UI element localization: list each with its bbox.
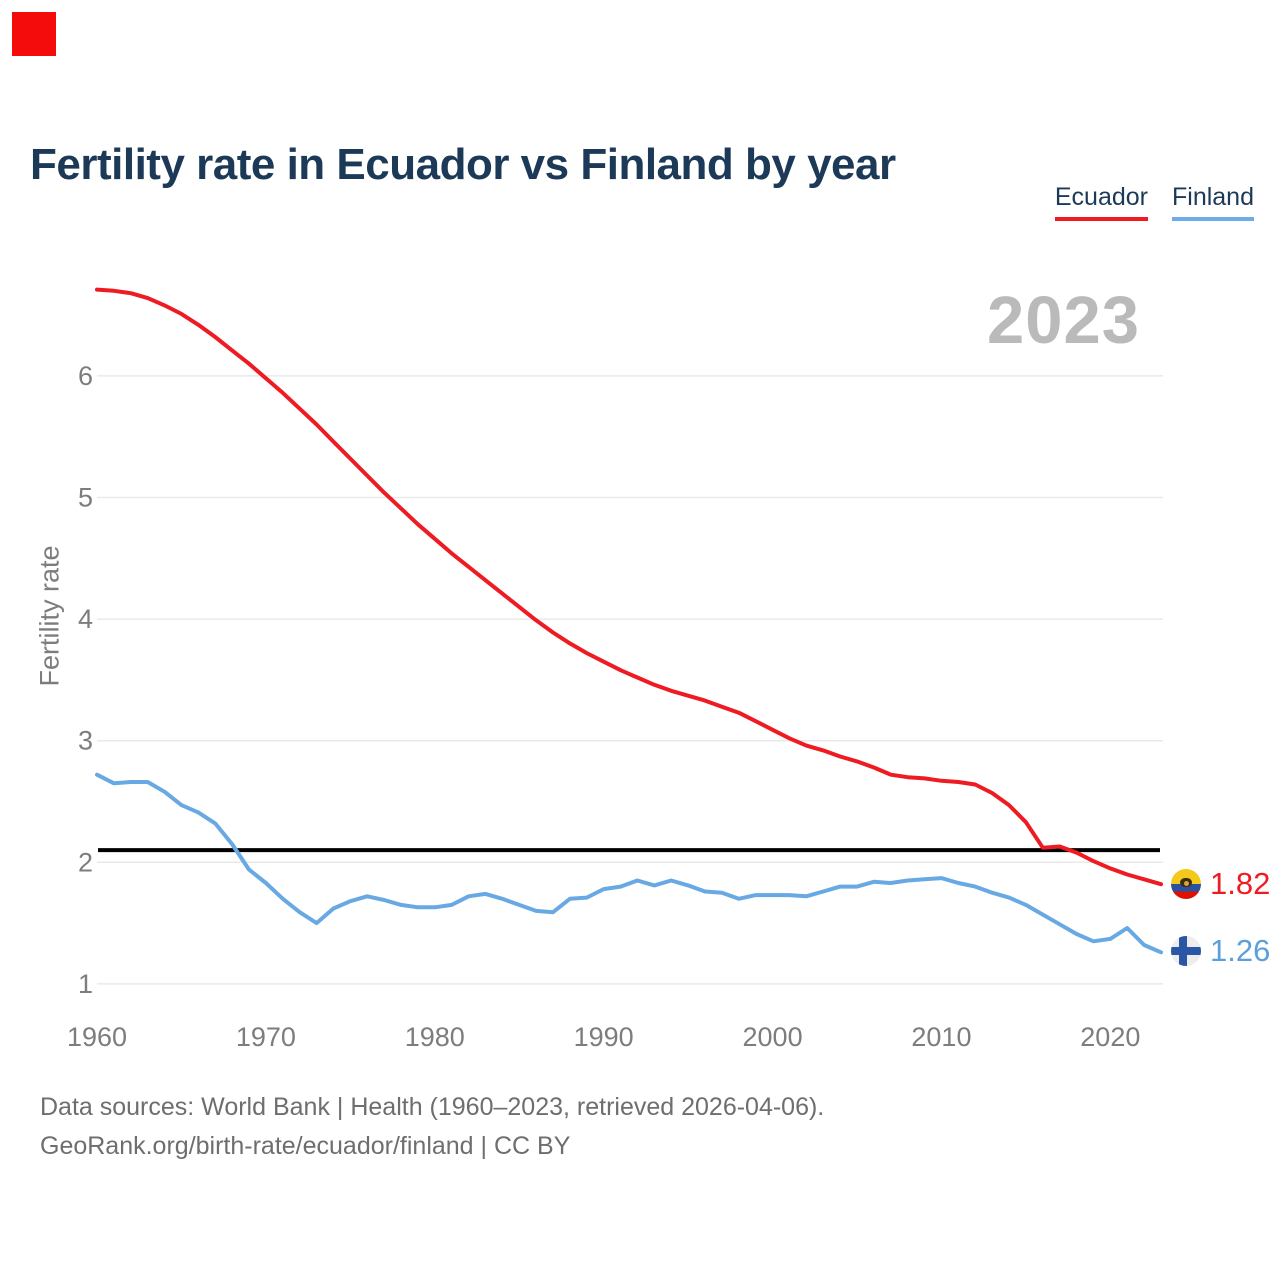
page-title: Fertility rate in Ecuador vs Finland by … <box>30 140 896 189</box>
x-tick-label: 1970 <box>236 1022 296 1052</box>
x-tick-label: 1960 <box>67 1022 127 1052</box>
x-tick-label: 2010 <box>911 1022 971 1052</box>
x-tick-label: 2020 <box>1080 1022 1140 1052</box>
y-tick-label: 4 <box>78 604 93 634</box>
y-tick-label: 5 <box>78 483 93 513</box>
x-tick-label: 1980 <box>405 1022 465 1052</box>
x-tick-label: 2000 <box>743 1022 803 1052</box>
series-line-finland <box>95 772 1163 955</box>
y-tick-label: 6 <box>78 361 93 391</box>
y-tick-label: 3 <box>78 726 93 756</box>
y-tick-label: 2 <box>78 847 93 877</box>
finland-last-value: 1.26 <box>1210 933 1271 968</box>
end-label-finland: 1.26 <box>1171 933 1270 969</box>
y-tick-label: 1 <box>78 969 93 999</box>
recording-indicator <box>12 12 56 56</box>
watermark-year: 2023 <box>986 283 1140 358</box>
series-line-ecuador <box>95 287 1163 887</box>
ecuador-flag-icon <box>1171 869 1201 899</box>
legend: Ecuador Finland <box>1054 183 1254 221</box>
footer: Data sources: World Bank | Health (1960–… <box>40 1088 824 1166</box>
footer-attribution: GeoRank.org/birth-rate/ecuador/finland |… <box>40 1132 571 1160</box>
finland-flag-icon <box>1171 936 1201 966</box>
ecuador-last-value: 1.82 <box>1210 866 1271 901</box>
legend-item-finland[interactable]: Finland <box>1172 183 1254 221</box>
end-label-ecuador: 1.82 <box>1171 866 1270 902</box>
footer-data-sources: Data sources: World Bank | Health (1960–… <box>40 1093 825 1121</box>
legend-item-ecuador[interactable]: Ecuador <box>1054 183 1148 221</box>
x-tick-label: 1990 <box>574 1022 634 1052</box>
